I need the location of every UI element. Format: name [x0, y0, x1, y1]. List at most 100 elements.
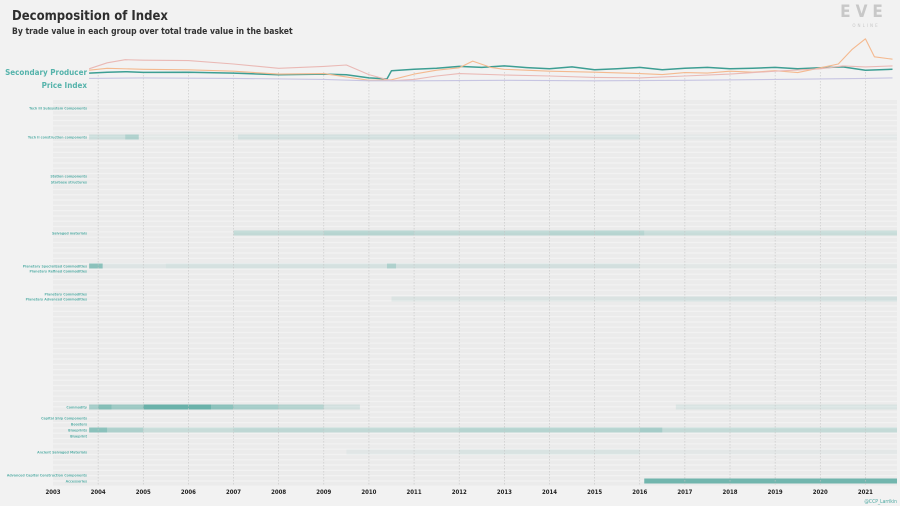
row-label: Station components	[50, 174, 87, 178]
heatmap-cell	[391, 296, 640, 302]
heatmap-background-row	[53, 259, 897, 263]
row-label: Tech II construction components	[28, 135, 87, 139]
x-axis-year-labels: 2003 2004 2005 2006 2007 2008 2009 2010 2011 2012…	[45, 489, 873, 496]
heatmap-background-row	[53, 105, 897, 110]
heatmap-background-row	[53, 285, 897, 290]
year-tick-label: 2020	[813, 489, 828, 496]
heatmap-background-row	[53, 418, 897, 422]
heatmap-background-row	[53, 253, 897, 258]
heatmap-background-row	[53, 237, 897, 242]
heatmap-background-row	[53, 333, 897, 338]
heatmap-background-row	[53, 227, 897, 232]
heatmap-cell	[549, 230, 645, 236]
heatmap-cell	[143, 404, 211, 410]
heatmap-background-row	[53, 365, 897, 369]
heatmap-cell	[323, 404, 360, 410]
heatmap-cell	[238, 134, 550, 140]
heatmap-cell	[639, 296, 897, 302]
credit-label: @CCP_Larrikin	[864, 499, 897, 505]
heatmap-cell	[386, 263, 397, 269]
heatmap-cell	[165, 263, 387, 269]
heatmap-layer	[53, 100, 897, 486]
page-subtitle: By trade value in each group over total …	[12, 27, 293, 37]
heatmap-background-row	[53, 465, 897, 470]
heatmap-background-row	[53, 455, 897, 460]
heatmap-background-row	[53, 195, 897, 200]
row-label: Planetary Refined Commodities	[30, 269, 88, 273]
heatmap-background-row	[53, 301, 897, 306]
heatmap-background-row	[53, 206, 897, 210]
heatmap-background-row	[53, 221, 897, 226]
series-line-peach	[89, 38, 893, 81]
series-label: Secondary Producer	[5, 68, 87, 77]
series-line-pink	[88, 59, 893, 82]
heatmap-background-row	[53, 317, 897, 322]
heatmap-background-row	[53, 142, 897, 147]
heatmap-background-row	[53, 428, 897, 433]
heatmap-background-row	[53, 433, 897, 438]
series-line-teal	[89, 65, 893, 80]
heatmap-cell	[323, 427, 460, 433]
heatmap-background-row	[53, 147, 897, 152]
heatmap-cell	[89, 134, 126, 140]
heatmap-cell	[138, 134, 239, 140]
heatmap-background-row	[53, 163, 897, 168]
heatmap-background-row	[53, 322, 897, 327]
heatmap-cell	[89, 263, 103, 269]
heatmap-background-row	[53, 211, 897, 216]
heatmap-cell	[323, 230, 415, 236]
heatmap-background-row	[53, 168, 897, 173]
heatmap-cell	[89, 404, 99, 410]
series-line-lavender	[89, 77, 893, 82]
row-label: Salvaged materials	[52, 231, 87, 235]
heatmap-background-row	[53, 449, 897, 454]
heatmap-background-row	[53, 290, 897, 295]
heatmap-background-row	[53, 476, 897, 481]
heatmap-background-row	[53, 460, 897, 465]
heatmap-background-row	[53, 327, 897, 332]
row-label: Advanced Capital Construction Components	[7, 473, 87, 477]
row-label: Planetary Commodities	[45, 292, 88, 296]
heatmap-cell	[233, 230, 324, 236]
row-label: Starbase structures	[51, 180, 87, 184]
heatmap-background-row	[53, 370, 897, 375]
heatmap-background-row	[53, 179, 897, 184]
logo-subtext: ONLINE	[852, 23, 879, 29]
row-label: Tech III Subsystem Components	[29, 106, 87, 110]
heatmap-background-row	[53, 232, 897, 237]
heatmap-cell	[233, 404, 279, 410]
heatmap-background-row	[53, 380, 897, 385]
heatmap-cell	[639, 427, 663, 433]
year-tick-label: 2006	[181, 489, 196, 496]
row-label: Planetary Specialized Commodities	[23, 264, 87, 268]
heatmap-background-row	[53, 121, 897, 126]
page-title: Decomposition of Index	[12, 9, 168, 24]
eve-online-logo: EVE ONLINE	[840, 2, 883, 29]
heatmap-background-row	[53, 110, 897, 115]
heatmap-background-row	[53, 296, 897, 301]
heatmap-cell	[414, 230, 550, 236]
heatmap-background-row	[53, 174, 897, 179]
heatmap-background-row	[53, 274, 897, 279]
heatmap-background-row	[53, 391, 897, 396]
heatmap-cell	[644, 478, 897, 484]
year-tick-label: 2011	[407, 489, 422, 496]
year-tick-label: 2012	[452, 489, 467, 496]
heatmap-background-row	[53, 306, 897, 311]
year-tick-label: 2003	[45, 489, 60, 496]
year-tick-label: 2014	[542, 489, 557, 496]
heatmap-cell	[278, 404, 324, 410]
heatmap-cell	[639, 134, 897, 140]
heatmap-background-row	[53, 200, 897, 205]
heatmap-background-row	[53, 439, 897, 444]
year-tick-label: 2007	[226, 489, 241, 496]
heatmap-background-row	[53, 243, 897, 248]
heatmap-background-row	[53, 412, 897, 417]
row-label: Accessories	[66, 479, 87, 483]
heatmap-background-row	[53, 184, 897, 189]
year-tick-label: 2004	[91, 489, 106, 496]
heatmap-cell	[98, 404, 112, 410]
heatmap-cell	[102, 263, 166, 269]
heatmap-background-row	[53, 402, 897, 407]
